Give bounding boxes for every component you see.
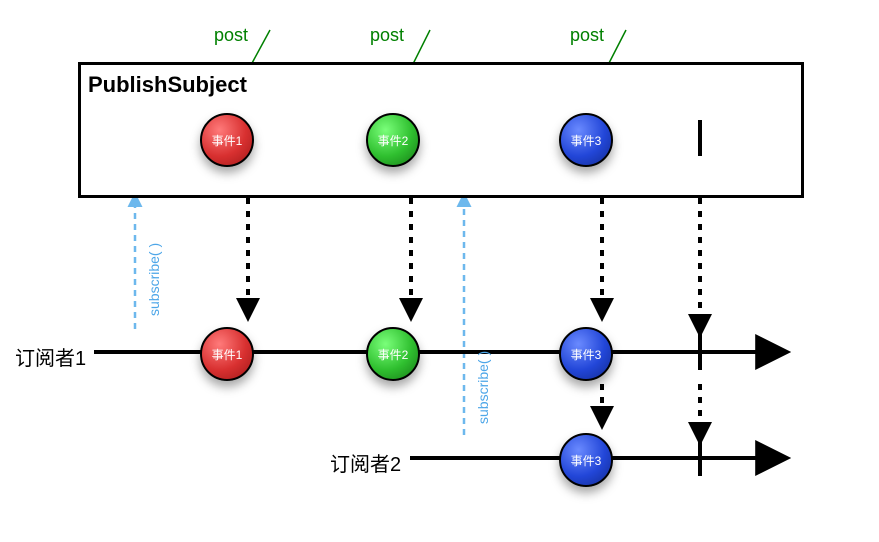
marble-label: 事件1 <box>212 132 243 149</box>
marble-event1-sub1: 事件1 <box>200 327 254 381</box>
marble-event2-sub1: 事件2 <box>366 327 420 381</box>
marble-label: 事件3 <box>571 452 602 469</box>
marble-label: 事件2 <box>378 132 409 149</box>
complete-tick-subscriber1 <box>698 334 702 370</box>
emission-arrows <box>248 198 700 434</box>
marble-label: 事件3 <box>571 132 602 149</box>
publish-subject-title: PublishSubject <box>88 72 247 98</box>
complete-tick-source <box>698 120 702 156</box>
marble-event2-source: 事件2 <box>366 113 420 167</box>
marble-event3-sub1: 事件3 <box>559 327 613 381</box>
subscriber2-label: 订阅者2 <box>330 448 401 477</box>
subscribe-call-label-1: subscribe( ) <box>146 243 162 316</box>
marble-label: 事件3 <box>571 346 602 363</box>
subscribe-arrows <box>135 195 464 435</box>
marble-event3-sub2: 事件3 <box>559 433 613 487</box>
diagram-canvas: PublishSubject post post post 事件1 事件2 事件… <box>0 0 879 542</box>
post-label: post <box>570 25 604 46</box>
subscriber1-label: 订阅者1 <box>15 342 86 371</box>
subscribe-call-label-2: subscribe( ) <box>475 351 491 424</box>
marble-label: 事件1 <box>212 346 243 363</box>
post-label: post <box>370 25 404 46</box>
post-label: post <box>214 25 248 46</box>
complete-tick-subscriber2 <box>698 440 702 476</box>
marble-event1-source: 事件1 <box>200 113 254 167</box>
marble-event3-source: 事件3 <box>559 113 613 167</box>
marble-label: 事件2 <box>378 346 409 363</box>
